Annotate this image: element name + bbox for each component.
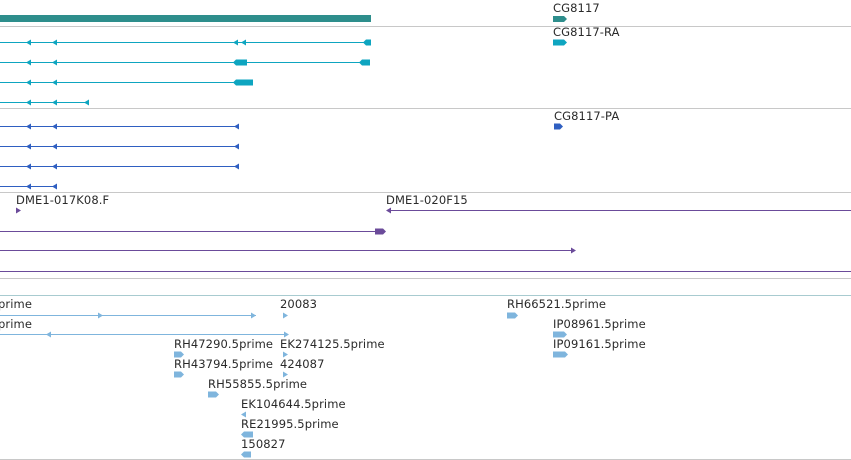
exon-block[interactable]	[233, 59, 247, 66]
est-label[interactable]: prime	[0, 297, 33, 311]
est-label[interactable]: IP09161.5prime	[553, 337, 646, 351]
strand-arrow-right	[251, 312, 256, 319]
exon-block[interactable]	[375, 228, 386, 235]
exon-block[interactable]	[507, 312, 518, 319]
exon-block[interactable]	[363, 39, 371, 46]
protein-label[interactable]: CG8117-PA	[554, 109, 620, 123]
strand-arrow-right	[284, 331, 289, 338]
exon-block[interactable]	[554, 123, 563, 130]
gene-label[interactable]: CG8117	[553, 1, 600, 15]
strand-arrow-left	[234, 163, 239, 170]
strand-arrow-left	[26, 183, 31, 190]
clone-label[interactable]: DME1-020F15	[386, 193, 468, 207]
strand-arrow-right	[16, 207, 21, 214]
strand-arrow-left	[26, 163, 31, 170]
strand-arrow-right	[283, 351, 288, 358]
strand-arrow-left	[233, 39, 238, 46]
exon-block[interactable]	[241, 451, 251, 458]
strand-arrow-left	[386, 207, 391, 214]
exon-block[interactable]	[359, 59, 370, 66]
strand-arrow-left	[52, 59, 57, 66]
est-label[interactable]: RH55855.5prime	[208, 377, 308, 391]
exon-block[interactable]	[208, 391, 219, 398]
strand-arrow-left	[234, 143, 239, 150]
exon-block[interactable]	[174, 351, 184, 358]
transcript-label[interactable]: CG8117-RA	[553, 25, 620, 39]
strand-arrow-left	[26, 59, 31, 66]
strand-arrow-right	[98, 312, 103, 319]
est-label[interactable]: RH66521.5prime	[507, 297, 607, 311]
est-label[interactable]: IP08961.5prime	[553, 317, 646, 331]
strand-arrow-left	[26, 99, 31, 106]
strand-arrow-left	[84, 99, 89, 106]
exon-block[interactable]	[241, 431, 253, 438]
gene-model-bar[interactable]	[0, 15, 371, 22]
strand-arrow-left	[26, 39, 31, 46]
exon-block[interactable]	[553, 331, 567, 338]
est-label[interactable]: EK274125.5prime	[280, 337, 385, 351]
strand-arrow-left	[26, 79, 31, 86]
strand-arrow-left	[52, 143, 57, 150]
est-label[interactable]: 424087	[280, 357, 325, 371]
exon-block[interactable]	[553, 16, 567, 22]
strand-arrow-left	[241, 411, 246, 418]
est-label[interactable]: RE21995.5prime	[241, 417, 339, 431]
exon-block[interactable]	[553, 351, 568, 358]
strand-arrow-right	[283, 312, 288, 319]
est-label[interactable]: 150827	[241, 437, 286, 451]
strand-arrow-left	[52, 79, 57, 86]
strand-arrow-left	[26, 143, 31, 150]
strand-arrow-left	[52, 99, 57, 106]
clone-label[interactable]: DME1-017K08.F	[16, 193, 110, 207]
est-label[interactable]: RH43794.5prime	[174, 357, 274, 371]
exon-block[interactable]	[174, 371, 184, 378]
est-label[interactable]: 20083	[280, 297, 318, 311]
strand-arrow-left	[52, 163, 57, 170]
strand-arrow-left	[52, 39, 57, 46]
exon-block[interactable]	[233, 79, 253, 86]
strand-arrow-left	[234, 123, 239, 130]
strand-arrow-left	[241, 39, 246, 46]
strand-arrow-left	[26, 123, 31, 130]
strand-arrow-right	[283, 371, 288, 378]
strand-arrow-left	[52, 183, 57, 190]
est-label[interactable]: EK104644.5prime	[241, 397, 346, 411]
est-label[interactable]: RH47290.5prime	[174, 337, 274, 351]
strand-arrow-right	[571, 247, 576, 254]
strand-arrow-left	[46, 331, 51, 338]
exon-block[interactable]	[553, 39, 567, 46]
est-label[interactable]: prime	[0, 317, 33, 331]
strand-arrow-left	[52, 123, 57, 130]
